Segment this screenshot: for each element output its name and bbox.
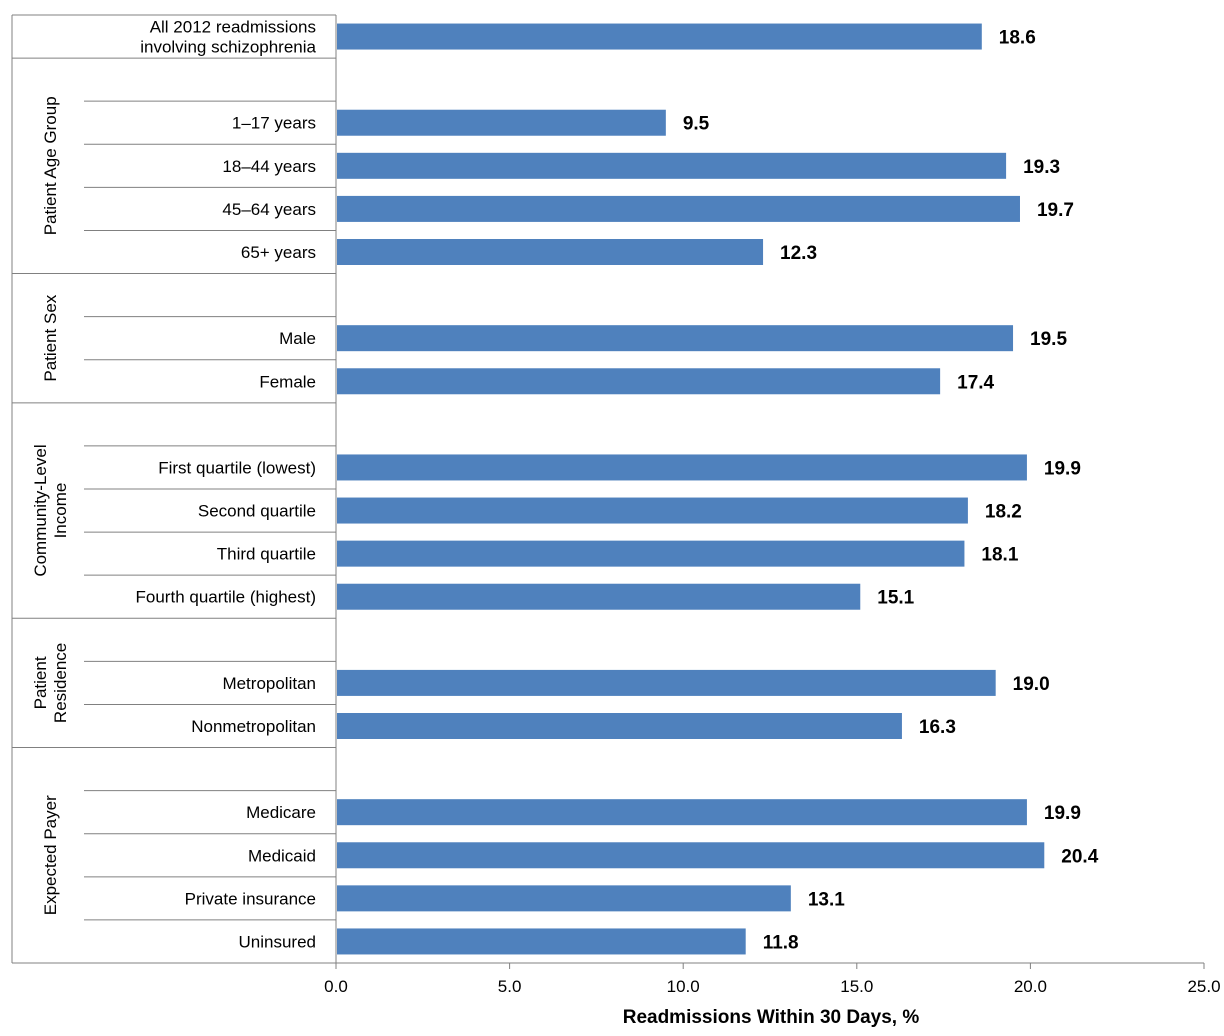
value-label: 15.1: [877, 588, 914, 609]
category-label: Third quartile: [217, 545, 316, 564]
category-label: First quartile (lowest): [158, 458, 316, 477]
value-label: 19.9: [1044, 803, 1081, 824]
group-title: Community-Level: [31, 444, 50, 576]
value-label: 19.9: [1044, 458, 1081, 479]
value-label: 18.2: [985, 502, 1022, 523]
category-label: 65+ years: [241, 243, 316, 262]
bar: [337, 669, 996, 696]
bar: [337, 540, 965, 567]
bar: [337, 454, 1027, 481]
category-label: Nonmetropolitan: [191, 717, 316, 736]
bar: [337, 799, 1027, 826]
bar: [337, 195, 1020, 222]
value-label: 11.8: [763, 932, 799, 953]
bar: [337, 23, 982, 50]
bar: [337, 325, 1014, 352]
group-title: Residence: [51, 643, 70, 723]
value-label: 13.1: [808, 889, 845, 910]
bar: [337, 152, 1007, 179]
bar: [337, 109, 666, 136]
category-label: Medicaid: [248, 846, 316, 865]
category-label: All 2012 readmissions: [150, 18, 316, 37]
category-label: 45–64 years: [222, 200, 316, 219]
value-label: 19.3: [1023, 157, 1060, 178]
category-label: Medicare: [246, 803, 316, 822]
value-label: 12.3: [780, 243, 817, 264]
value-label: 16.3: [919, 717, 956, 738]
x-tick-label: 25.0: [1187, 977, 1220, 996]
group-title: Patient: [31, 656, 50, 709]
x-axis-title: Readmissions Within 30 Days, %: [623, 1007, 920, 1028]
category-label: 1–17 years: [232, 114, 316, 133]
bar: [337, 885, 791, 912]
group-title: Patient Age Group: [41, 96, 60, 235]
x-axis: 0.0 5.0 10.0 15.0 20.0 25.0: [12, 962, 1221, 996]
category-label: 18–44 years: [222, 157, 316, 176]
bar: [337, 497, 968, 524]
bar: [337, 842, 1045, 869]
bar: [337, 368, 941, 395]
category-label: Second quartile: [198, 502, 316, 521]
value-label: 19.7: [1037, 200, 1074, 221]
x-tick-label: 10.0: [667, 977, 700, 996]
x-tick-label: 15.0: [840, 977, 873, 996]
x-tick-label: 5.0: [498, 977, 522, 996]
group-title: Expected Payer: [41, 795, 60, 915]
category-label: Metropolitan: [222, 674, 316, 693]
group-title: Income: [51, 483, 70, 539]
category-label: Uninsured: [239, 932, 317, 951]
bar: [337, 928, 746, 955]
category-label: Male: [279, 329, 316, 348]
value-label: 18.6: [999, 28, 1036, 49]
category-label: Fourth quartile (highest): [136, 588, 316, 607]
value-label: 19.0: [1013, 674, 1050, 695]
value-label: 9.5: [683, 114, 710, 135]
category-label: Female: [259, 372, 316, 391]
group-title: Patient Sex: [41, 294, 60, 381]
category-label: involving schizophrenia: [140, 38, 316, 57]
chart-frame: [11, 14, 337, 964]
x-tick-label: 20.0: [1014, 977, 1047, 996]
value-label: 19.5: [1030, 329, 1067, 350]
x-tick-label: 0.0: [324, 977, 348, 996]
bar: [337, 583, 861, 610]
value-label: 20.4: [1061, 846, 1098, 867]
bar: [337, 239, 764, 265]
bar: [337, 713, 902, 739]
value-label: 18.1: [981, 545, 1018, 566]
category-label: Private insurance: [185, 889, 316, 908]
value-label: 17.4: [957, 372, 994, 393]
bars-layer: [337, 23, 1045, 955]
